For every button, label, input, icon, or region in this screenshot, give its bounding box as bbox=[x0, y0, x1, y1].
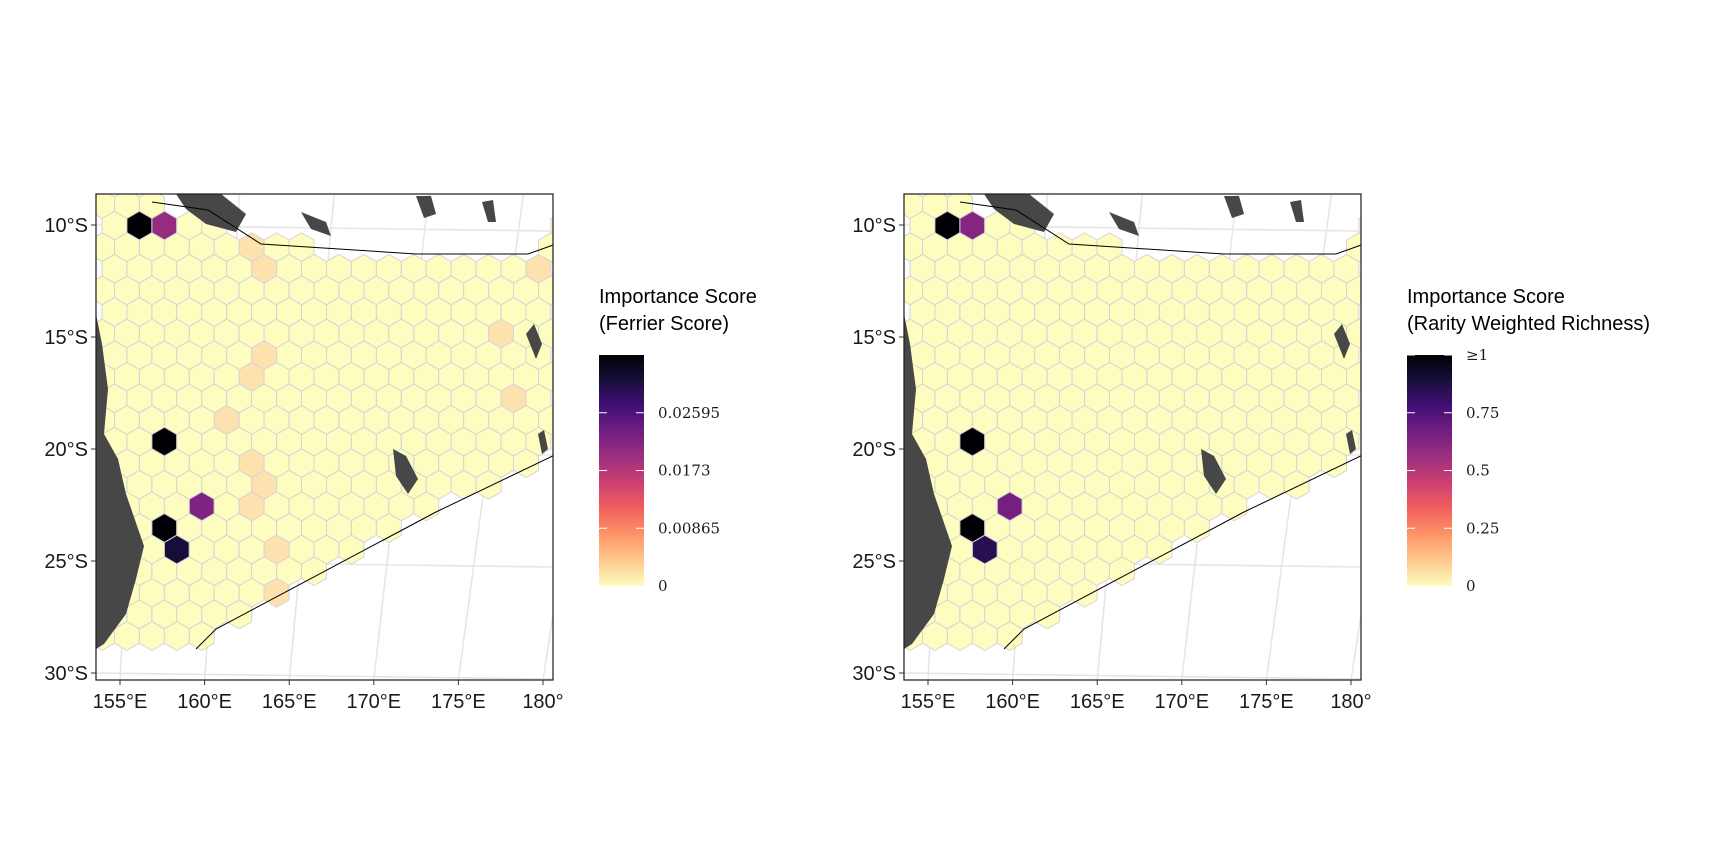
legend-title-line2: (Rarity Weighted Richness) bbox=[1407, 313, 1650, 335]
hex-cell bbox=[188, 621, 215, 651]
panel-border bbox=[95, 193, 554, 681]
land-mass bbox=[1201, 449, 1226, 494]
y-tick-label: 15°S bbox=[852, 327, 896, 349]
y-tick-label: 10°S bbox=[44, 215, 88, 237]
x-tick-label: 180° bbox=[1330, 691, 1371, 713]
y-tick-label: 20°S bbox=[44, 439, 88, 461]
map-panel-rarity: 10°S 15°S 20°S 25°S 30°S 155°E 160°E 165°E 170°… bbox=[852, 193, 1650, 713]
land-mass bbox=[526, 324, 542, 359]
hex-cell bbox=[1283, 469, 1310, 500]
hex-cell bbox=[1146, 534, 1173, 565]
legend-ferrier: Importance Score (Ferrier Score) 0.02595 0.… bbox=[599, 286, 757, 595]
legend-title-line2: (Ferrier Score) bbox=[599, 313, 729, 335]
hex-cell bbox=[226, 599, 253, 630]
eez-boundary bbox=[959, 201, 1361, 650]
eez-boundary-line bbox=[195, 455, 553, 650]
legend-tick-label: 0 bbox=[658, 577, 668, 595]
hex-cell bbox=[996, 621, 1023, 651]
graticule-parallel bbox=[96, 672, 553, 680]
x-tick-label: 155°E bbox=[93, 691, 148, 713]
hex-cell bbox=[475, 469, 502, 500]
y-tick-label: 10°S bbox=[852, 215, 896, 237]
y-tick-label: 15°S bbox=[44, 327, 88, 349]
land-mass bbox=[482, 200, 496, 222]
y-tick-label: 30°S bbox=[44, 663, 88, 685]
x-tick-label: 160°E bbox=[985, 691, 1040, 713]
land-mass bbox=[1346, 430, 1356, 454]
eez-boundary-line bbox=[959, 201, 1361, 255]
land-mass bbox=[1334, 324, 1350, 359]
hex-cell bbox=[513, 448, 539, 479]
eez-boundary-line bbox=[1003, 455, 1361, 650]
x-tick-label: 160°E bbox=[177, 691, 232, 713]
map-content bbox=[96, 194, 553, 680]
x-tick-label: 175°E bbox=[431, 691, 486, 713]
hex-cell bbox=[301, 556, 327, 587]
y-tick-label: 25°S bbox=[852, 551, 896, 573]
land-mass bbox=[538, 430, 548, 454]
land-masses bbox=[904, 194, 1356, 649]
eez-boundary bbox=[151, 201, 553, 650]
y-tick-label: 30°S bbox=[852, 663, 896, 685]
hex-cell bbox=[550, 216, 553, 235]
land-mass bbox=[96, 194, 144, 649]
land-mass bbox=[301, 212, 331, 236]
land-mass bbox=[176, 194, 246, 232]
x-tick-label: 155°E bbox=[901, 691, 956, 713]
land-mass bbox=[1290, 200, 1304, 222]
legend-tick-label: 0.0173 bbox=[658, 462, 711, 480]
legend-tick-label: ≥1 bbox=[1466, 346, 1488, 364]
hex-cell bbox=[1358, 216, 1361, 235]
land-mass bbox=[416, 196, 436, 218]
hex-cell bbox=[1321, 448, 1347, 479]
x-axis: 155°E 160°E 165°E 170°E 175°E 180° bbox=[901, 680, 1372, 713]
legend-rarity: Importance Score (Rarity Weighted Richnes… bbox=[1407, 286, 1650, 595]
x-tick-label: 180° bbox=[522, 691, 563, 713]
y-tick-label: 20°S bbox=[852, 439, 896, 461]
x-tick-label: 170°E bbox=[346, 691, 401, 713]
y-axis: 10°S 15°S 20°S 25°S 30°S bbox=[852, 215, 904, 685]
hex-cell bbox=[338, 534, 365, 565]
hex-grid bbox=[904, 194, 1361, 651]
land-mass bbox=[1109, 212, 1139, 236]
legend-title-line1: Importance Score bbox=[1407, 286, 1565, 308]
legend-tick-label: 0.75 bbox=[1466, 404, 1499, 422]
panel-border bbox=[903, 193, 1362, 681]
graticule-parallel bbox=[904, 672, 1361, 680]
hex-cell bbox=[1183, 513, 1210, 543]
legend-tick-label: 0.00865 bbox=[658, 519, 720, 537]
x-tick-label: 170°E bbox=[1154, 691, 1209, 713]
x-tick-label: 175°E bbox=[1239, 691, 1294, 713]
hex-cell bbox=[1109, 556, 1135, 587]
y-tick-label: 25°S bbox=[44, 551, 88, 573]
land-masses bbox=[96, 194, 548, 649]
x-tick-label: 165°E bbox=[1070, 691, 1125, 713]
hex-grid bbox=[96, 194, 553, 651]
x-axis: 155°E 160°E 165°E 170°E 175°E 180° bbox=[93, 680, 564, 713]
legend-tick-label: 0.25 bbox=[1466, 519, 1499, 537]
land-mass bbox=[984, 194, 1054, 232]
legend-tick-label: 0 bbox=[1466, 577, 1476, 595]
y-axis: 10°S 15°S 20°S 25°S 30°S bbox=[44, 215, 96, 685]
eez-boundary-line bbox=[151, 201, 553, 255]
legend-tick-label: 0.5 bbox=[1466, 462, 1490, 480]
land-mass bbox=[904, 194, 952, 649]
hex-cell bbox=[1034, 599, 1061, 630]
x-tick-label: 165°E bbox=[262, 691, 317, 713]
legend-tick-label: 0.02595 bbox=[658, 404, 720, 422]
hex-cell bbox=[375, 513, 402, 543]
map-panel-ferrier: 10°S 15°S 20°S 25°S 30°S 155°E 160°E 165°E 170°… bbox=[44, 193, 757, 713]
land-mass bbox=[1224, 196, 1244, 218]
land-mass bbox=[393, 449, 418, 494]
legend-title-line1: Importance Score bbox=[599, 286, 757, 308]
map-content bbox=[904, 194, 1361, 680]
